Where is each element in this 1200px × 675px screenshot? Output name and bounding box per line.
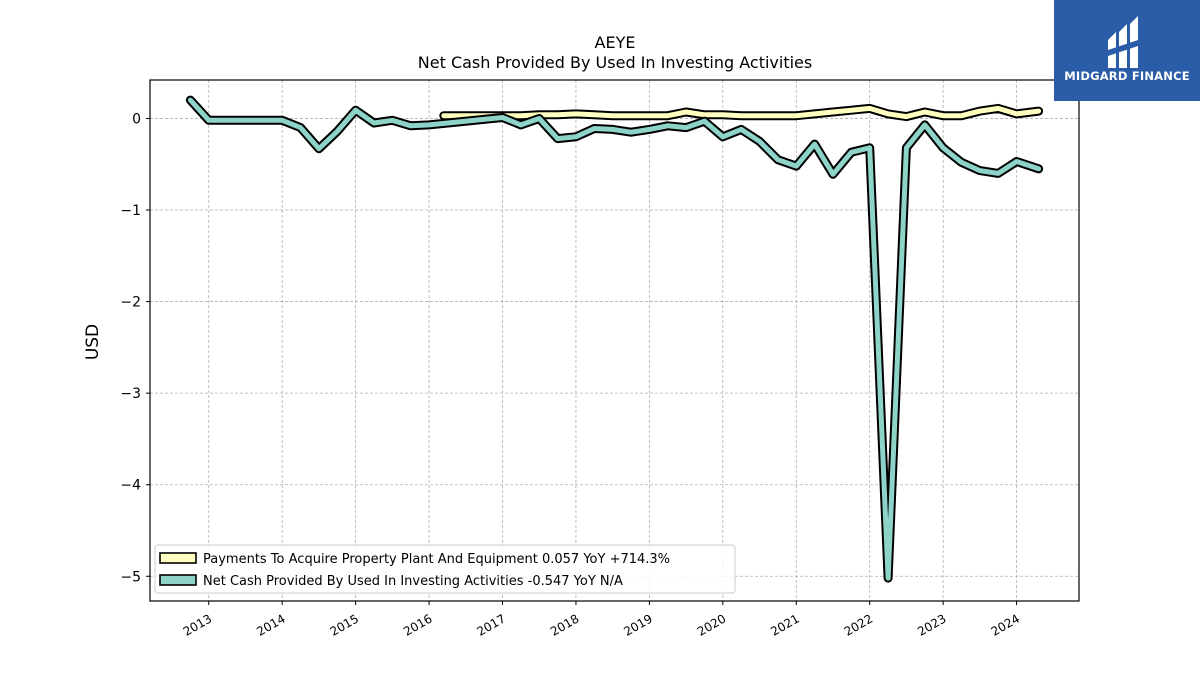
x-tick-label: 2013 <box>181 611 214 638</box>
x-tick-label: 2021 <box>768 611 801 638</box>
y-axis-label: USD <box>83 324 103 360</box>
chart-subtitle: Net Cash Provided By Used In Investing A… <box>418 53 812 72</box>
x-tick-label: 2024 <box>989 611 1022 638</box>
y-tick-label: −2 <box>120 295 141 311</box>
x-tick-label: 2020 <box>695 611 728 638</box>
y-tick-label: −5 <box>120 569 141 585</box>
midgard-finance-logo: MIDGARD FINANCE <box>1054 0 1200 101</box>
logo-mark-icon <box>1108 16 1138 68</box>
y-tick-label: 0 <box>132 111 141 127</box>
series-1-line <box>441 105 1042 120</box>
x-tick-label: 2016 <box>401 611 434 638</box>
series-2-outline <box>185 95 1044 583</box>
series-2-line <box>187 97 1042 581</box>
legend-label-1: Payments To Acquire Property Plant And E… <box>203 552 670 567</box>
x-tick-label: 2019 <box>621 611 654 638</box>
legend-box <box>154 544 736 594</box>
x-tick-label: 2014 <box>254 611 287 638</box>
grid <box>150 80 1079 601</box>
plot-frame <box>149 79 1080 602</box>
y-tick-label: −1 <box>120 203 141 219</box>
legend-swatch-1 <box>159 552 197 564</box>
x-tick-label: 2023 <box>915 611 948 638</box>
x-tick-label: 2017 <box>475 611 508 638</box>
logo-text: MIDGARD FINANCE <box>1064 69 1190 83</box>
series-layer <box>185 95 1044 583</box>
x-tick-label: 2022 <box>842 611 875 638</box>
chart-title: AEYE <box>595 33 636 52</box>
legend: Payments To Acquire Property Plant And E… <box>154 544 736 594</box>
x-tick-label: 2015 <box>328 611 361 638</box>
legend-swatch-2 <box>159 574 197 586</box>
x-tick-label: 2018 <box>548 611 581 638</box>
legend-label-2: Net Cash Provided By Used In Investing A… <box>203 574 623 589</box>
y-tick-label: −3 <box>120 386 141 402</box>
y-tick-label: −4 <box>120 478 141 494</box>
